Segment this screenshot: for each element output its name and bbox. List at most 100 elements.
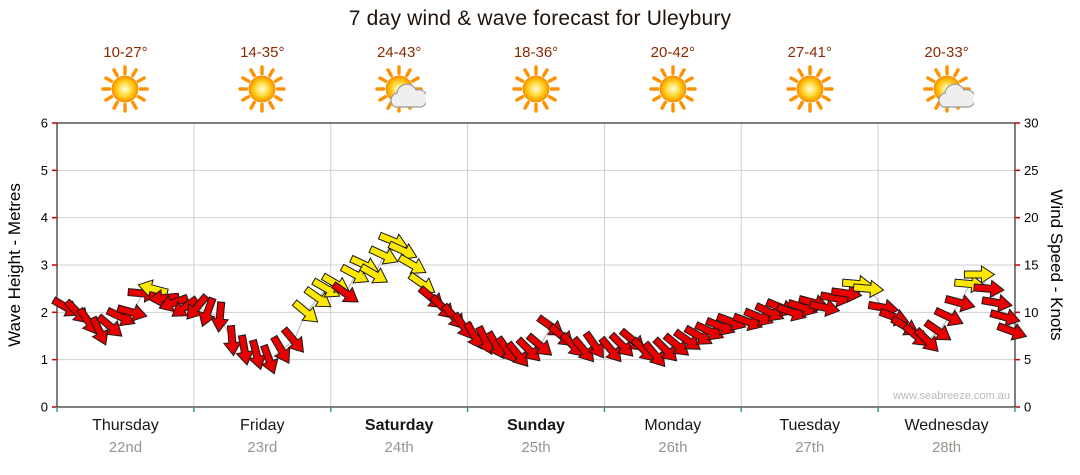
wind-arrow	[235, 334, 255, 366]
partly-cloudy-icon	[375, 65, 429, 113]
sun-ray	[678, 100, 686, 110]
day-footer: Sunday 25th	[461, 417, 611, 456]
sunny-icon	[238, 65, 286, 113]
sunny-icon	[649, 65, 697, 113]
sun-ray	[405, 68, 412, 78]
wind-arrow	[222, 324, 242, 357]
sun-ray	[652, 76, 662, 83]
sun-ray	[386, 100, 394, 110]
day-header: 20-33°	[887, 44, 1007, 118]
wind-arrow	[981, 293, 1013, 313]
left-axis-tick-label: 0	[41, 400, 48, 415]
day-date-label: 25th	[521, 439, 551, 456]
sun-ray	[684, 94, 694, 102]
sun-ray	[249, 100, 257, 110]
sun-ray	[797, 100, 804, 110]
right-axis-tick-label: 15	[1024, 258, 1038, 273]
sun-ray	[547, 76, 557, 83]
sun-ray	[249, 68, 257, 78]
sun-ray	[137, 76, 147, 83]
sun-ray	[958, 76, 968, 83]
sun-disc	[112, 75, 139, 103]
day-header: 27-41°	[750, 44, 870, 118]
wind-arrow	[397, 253, 427, 274]
sun-ray	[273, 94, 284, 102]
sun-ray	[515, 94, 525, 102]
sunny-icon	[101, 65, 150, 113]
wind-arrow	[368, 245, 399, 265]
sun-ray	[112, 68, 120, 78]
left-axis-tick-label: 6	[41, 116, 48, 131]
sun-ray	[684, 76, 694, 83]
sun-ray	[112, 100, 120, 110]
sun-ray	[797, 68, 804, 78]
sun-ray	[925, 94, 935, 102]
wind-arrow	[291, 299, 319, 323]
sun-ray	[378, 76, 388, 83]
temperature-range: 27-41°	[787, 44, 832, 61]
wind-arrow	[95, 313, 123, 337]
left-axis-tick-label: 3	[41, 258, 48, 273]
wind-arrow	[963, 265, 996, 284]
sun-ray	[268, 68, 275, 78]
day-name-label: Saturday	[364, 417, 434, 434]
sun-ray	[104, 94, 114, 102]
wind-arrow	[158, 293, 190, 313]
weather-icon-wrap	[202, 64, 322, 118]
sun-ray	[410, 76, 420, 83]
wind-arrow	[147, 288, 180, 308]
sun-ray	[137, 94, 147, 102]
chart-title: 7 day wind & wave forecast for Uleybury	[348, 7, 732, 30]
sun-disc	[248, 75, 276, 103]
day-footer: Monday 26th	[598, 417, 748, 456]
wind-arrow	[598, 335, 622, 363]
sun-ray	[821, 94, 831, 102]
wind-arrow	[280, 326, 305, 353]
weather-icon-wrap	[887, 64, 1007, 118]
day-date-label: 27th	[795, 439, 825, 456]
day-date-label: 22nd	[108, 439, 143, 456]
day-name-label: Wednesday	[904, 417, 989, 434]
sun-ray	[815, 68, 823, 78]
sunny-icon	[786, 65, 834, 113]
wind-arrow	[652, 336, 678, 362]
wind-arrows	[51, 231, 1028, 375]
wind-arrow	[808, 298, 841, 318]
wind-arrow	[582, 330, 604, 359]
wind-arrow	[171, 295, 200, 317]
left-axis-tick-label: 5	[41, 163, 48, 178]
sun-ray	[241, 76, 251, 83]
wind-arrow	[303, 285, 332, 308]
wind-arrow	[852, 279, 885, 299]
sun-ray	[652, 94, 662, 102]
day-name-label: Friday	[240, 417, 285, 434]
day-footer: Tuesday 27th	[735, 417, 885, 456]
sun-ray	[933, 68, 941, 78]
wind-arrow	[973, 279, 1005, 299]
day-name-label: Tuesday	[779, 417, 841, 434]
sun-ray	[547, 94, 557, 102]
sun-ray	[131, 68, 139, 78]
wind-arrow	[642, 340, 666, 368]
right-axis-tick-label: 10	[1024, 305, 1038, 320]
right-axis-title: Wind Speed - Knots	[1047, 189, 1066, 341]
temperature-range: 14-35°	[240, 44, 285, 61]
temperature-range: 18-36°	[513, 44, 559, 61]
sun-ray	[104, 76, 114, 83]
day-footer: Wednesday 28th	[872, 417, 1022, 456]
wind-arrow	[989, 308, 1021, 327]
weather-icon-wrap	[65, 64, 185, 118]
wind-arrow	[505, 340, 529, 368]
left-axis-title: Wave Height - Metres	[5, 183, 24, 347]
wind-arrow	[387, 240, 418, 260]
sun-ray	[268, 100, 275, 110]
right-axis-tick-label: 20	[1024, 210, 1038, 225]
temperature-range: 10-27°	[103, 44, 148, 61]
sun-ray	[542, 68, 549, 78]
sun-ray	[523, 68, 530, 78]
day-footer: Thursday 22nd	[50, 417, 200, 456]
sun-ray	[788, 76, 799, 83]
right-axis-tick-label: 25	[1024, 163, 1038, 178]
